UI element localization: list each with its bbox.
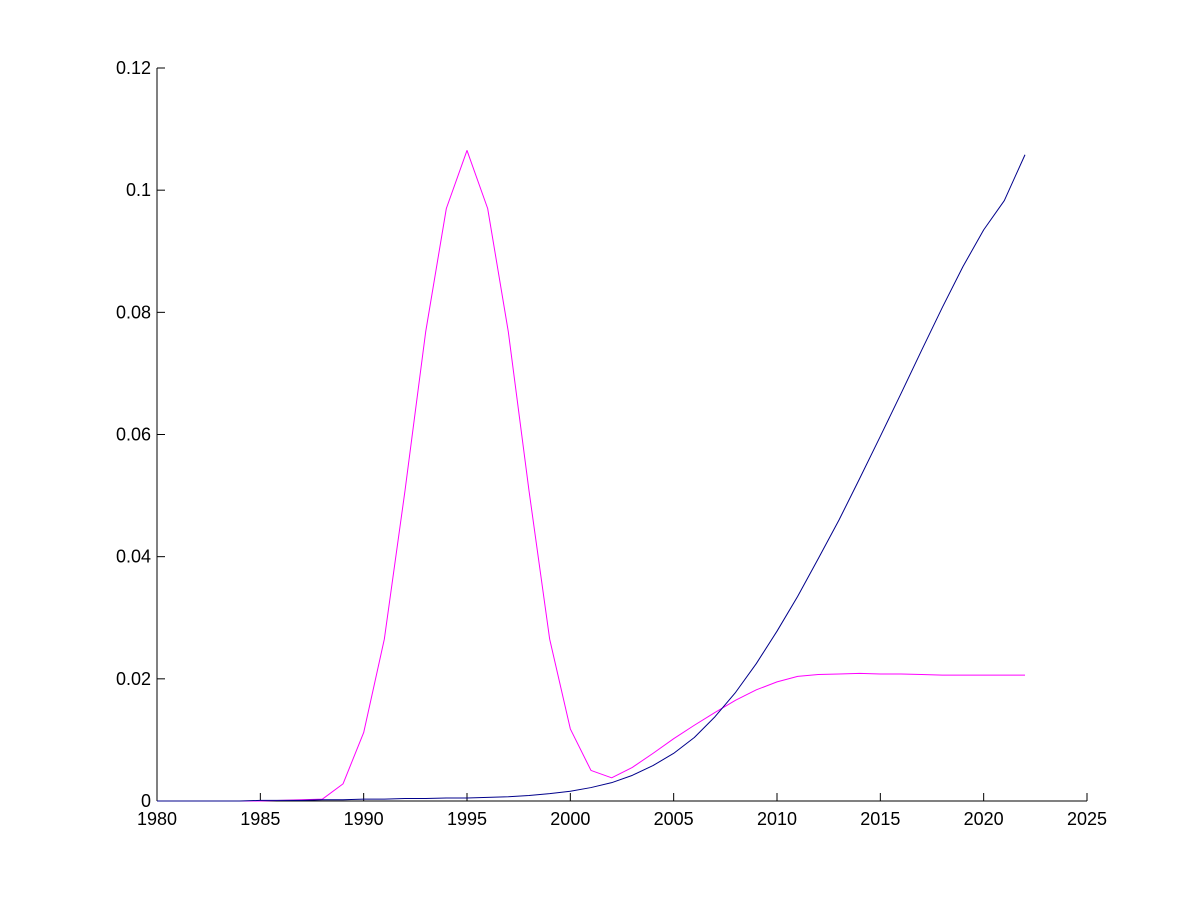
x-tick-label: 1990	[344, 809, 384, 829]
x-tick-label: 1985	[240, 809, 280, 829]
y-tick-label: 0.02	[116, 669, 151, 689]
y-tick-label: 0.12	[116, 58, 151, 78]
series-line-1	[157, 149, 1025, 802]
x-tick-label: 1980	[137, 809, 177, 829]
series-line-2	[157, 154, 1026, 802]
x-tick-label: 2025	[1067, 809, 1107, 829]
y-tick-label: 0.1	[126, 180, 151, 200]
y-tick-label: 0	[141, 791, 151, 811]
x-tick-label: 2005	[654, 809, 694, 829]
x-tick-label: 2015	[860, 809, 900, 829]
x-tick-label: 2010	[757, 809, 797, 829]
y-tick-label: 0.08	[116, 302, 151, 322]
x-tick-label: 2020	[964, 809, 1004, 829]
y-tick-label: 0.04	[116, 547, 151, 567]
x-tick-label: 2000	[550, 809, 590, 829]
series-group	[157, 149, 1026, 802]
axes: 1980 1985 1990 1995 2000 2005 2010 2015 2020 2025…	[116, 58, 1107, 829]
x-tick-label: 1995	[447, 809, 487, 829]
y-tick-label: 0.06	[116, 425, 151, 445]
